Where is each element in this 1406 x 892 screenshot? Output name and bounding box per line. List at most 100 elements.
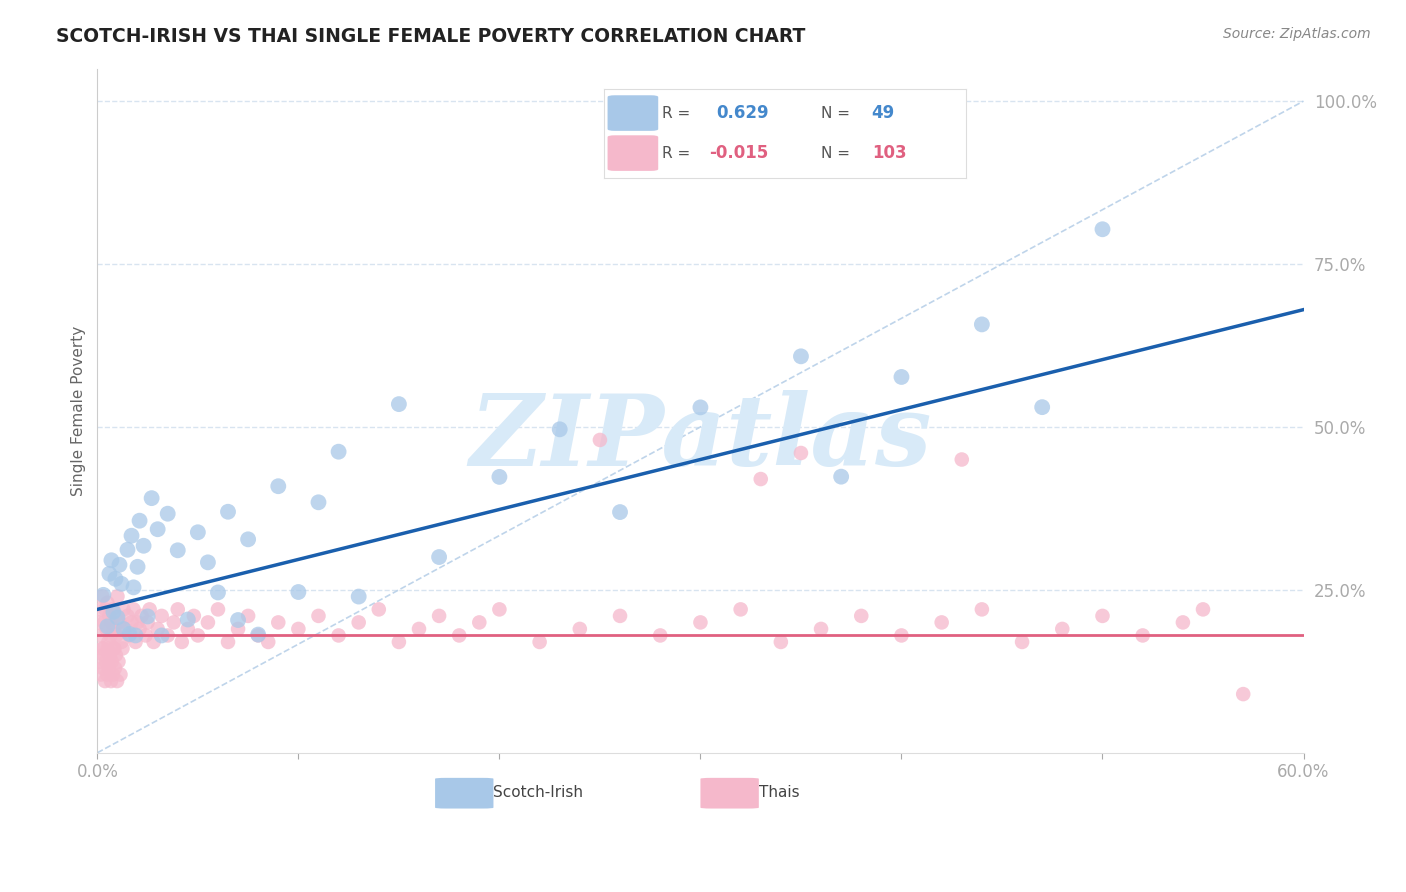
Point: [207, 585, 229, 599]
Point: [689, 615, 711, 630]
Point: [529, 635, 551, 649]
Point: [970, 602, 993, 616]
Point: [132, 539, 155, 553]
Point: [105, 674, 128, 689]
Point: [810, 622, 832, 636]
Point: [488, 470, 510, 484]
Point: [101, 655, 124, 669]
Point: [163, 615, 186, 630]
Point: [568, 622, 591, 636]
Point: [166, 602, 188, 616]
Point: [1031, 400, 1053, 414]
Point: [166, 543, 188, 558]
Point: [89, 655, 111, 669]
Point: [1192, 602, 1215, 616]
Point: [128, 622, 150, 636]
Point: [104, 608, 127, 623]
Point: [96, 619, 118, 633]
Point: [1091, 222, 1114, 236]
Point: [650, 628, 672, 642]
Point: [347, 615, 370, 630]
Point: [217, 635, 239, 649]
Point: [93, 648, 115, 662]
Point: [267, 479, 290, 493]
Point: [226, 622, 249, 636]
Point: [122, 602, 145, 616]
Point: [94, 602, 117, 616]
Point: [100, 628, 122, 642]
Point: [890, 370, 912, 384]
Point: [1011, 635, 1033, 649]
Point: [104, 572, 127, 586]
Point: [118, 627, 141, 641]
Point: [96, 596, 118, 610]
Point: [851, 608, 873, 623]
Point: [328, 444, 350, 458]
Point: [287, 622, 309, 636]
Point: [110, 667, 132, 681]
Point: [98, 566, 121, 581]
Point: [236, 533, 259, 547]
Point: [136, 609, 159, 624]
Point: [100, 674, 122, 689]
Point: [749, 472, 772, 486]
Point: [90, 641, 112, 656]
Point: [110, 577, 132, 591]
Point: [247, 628, 270, 642]
Point: [97, 641, 120, 656]
Point: [127, 615, 149, 630]
Point: [150, 608, 173, 623]
Point: [94, 655, 117, 669]
Point: [548, 422, 571, 436]
Point: [388, 635, 411, 649]
Point: [96, 622, 118, 636]
Point: [91, 590, 114, 604]
Text: SCOTCH-IRISH VS THAI SINGLE FEMALE POVERTY CORRELATION CHART: SCOTCH-IRISH VS THAI SINGLE FEMALE POVER…: [56, 27, 806, 45]
Point: [98, 661, 121, 675]
Point: [141, 491, 163, 505]
Point: [226, 613, 249, 627]
Point: [236, 608, 259, 623]
Point: [135, 628, 157, 642]
Point: [111, 641, 134, 656]
Point: [93, 588, 115, 602]
Point: [108, 558, 131, 572]
Point: [589, 433, 612, 447]
Point: [93, 641, 115, 656]
Point: [1171, 615, 1194, 630]
Point: [790, 349, 813, 363]
Point: [970, 318, 993, 332]
Point: [121, 529, 143, 543]
Point: [114, 622, 136, 636]
Point: [100, 615, 122, 630]
Point: [117, 608, 139, 623]
Point: [150, 628, 173, 642]
Point: [89, 615, 111, 630]
Point: [100, 553, 122, 567]
Point: [110, 635, 132, 649]
Point: [427, 608, 450, 623]
Point: [90, 628, 112, 642]
Point: [117, 542, 139, 557]
Point: [388, 397, 411, 411]
Point: [408, 622, 430, 636]
Point: [217, 505, 239, 519]
Point: [790, 446, 813, 460]
Point: [103, 605, 125, 619]
Point: [91, 661, 114, 675]
Point: [689, 401, 711, 415]
Point: [177, 622, 200, 636]
Point: [468, 615, 491, 630]
Point: [308, 495, 330, 509]
Y-axis label: Single Female Poverty: Single Female Poverty: [72, 326, 86, 496]
Point: [267, 615, 290, 630]
Point: [931, 615, 953, 630]
Point: [93, 615, 115, 630]
Point: [131, 608, 153, 623]
Point: [98, 648, 121, 662]
Point: [105, 628, 128, 642]
Point: [769, 635, 792, 649]
Point: [118, 628, 141, 642]
Point: [609, 608, 631, 623]
Point: [183, 608, 205, 623]
